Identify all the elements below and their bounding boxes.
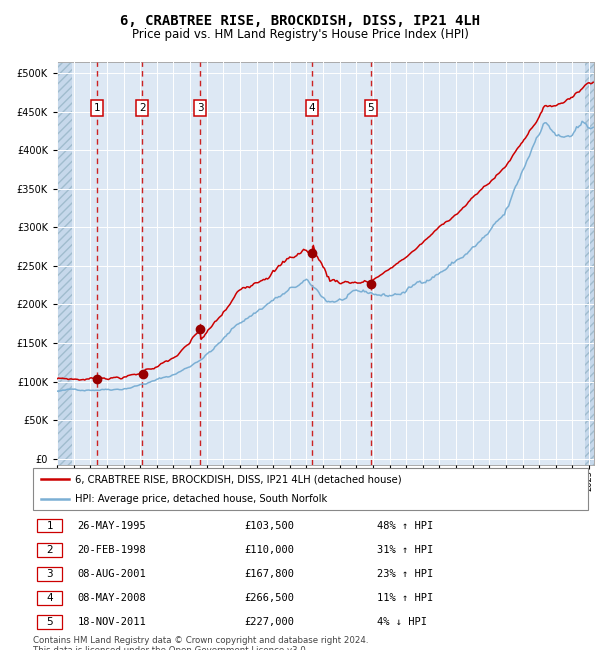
Text: 2: 2 xyxy=(47,545,53,554)
Text: £103,500: £103,500 xyxy=(244,521,294,530)
Text: 6, CRABTREE RISE, BROCKDISH, DISS, IP21 4LH: 6, CRABTREE RISE, BROCKDISH, DISS, IP21 … xyxy=(120,14,480,29)
Text: £110,000: £110,000 xyxy=(244,545,294,554)
Bar xyxy=(37,567,62,580)
Text: 6, CRABTREE RISE, BROCKDISH, DISS, IP21 4LH (detached house): 6, CRABTREE RISE, BROCKDISH, DISS, IP21 … xyxy=(74,474,401,484)
Text: 1: 1 xyxy=(47,521,53,530)
Text: Price paid vs. HM Land Registry's House Price Index (HPI): Price paid vs. HM Land Registry's House … xyxy=(131,28,469,41)
Text: 4% ↓ HPI: 4% ↓ HPI xyxy=(377,617,427,627)
Text: 4: 4 xyxy=(47,593,53,603)
Text: 2: 2 xyxy=(139,103,146,113)
Bar xyxy=(37,543,62,556)
Text: 1: 1 xyxy=(94,103,100,113)
Text: 08-MAY-2008: 08-MAY-2008 xyxy=(77,593,146,603)
Text: 48% ↑ HPI: 48% ↑ HPI xyxy=(377,521,433,530)
Text: 3: 3 xyxy=(197,103,203,113)
Text: 3: 3 xyxy=(47,569,53,578)
Text: 5: 5 xyxy=(368,103,374,113)
Text: 26-MAY-1995: 26-MAY-1995 xyxy=(77,521,146,530)
Bar xyxy=(37,519,62,532)
Text: 4: 4 xyxy=(309,103,316,113)
Text: 08-AUG-2001: 08-AUG-2001 xyxy=(77,569,146,578)
Bar xyxy=(57,62,72,465)
Text: £266,500: £266,500 xyxy=(244,593,294,603)
Bar xyxy=(57,62,72,465)
Bar xyxy=(585,62,595,465)
Bar xyxy=(585,62,595,465)
Bar xyxy=(37,591,62,604)
Text: 31% ↑ HPI: 31% ↑ HPI xyxy=(377,545,433,554)
Bar xyxy=(37,615,62,629)
Text: Contains HM Land Registry data © Crown copyright and database right 2024.
This d: Contains HM Land Registry data © Crown c… xyxy=(33,636,368,650)
Text: 18-NOV-2011: 18-NOV-2011 xyxy=(77,617,146,627)
Text: 5: 5 xyxy=(47,617,53,627)
Text: 20-FEB-1998: 20-FEB-1998 xyxy=(77,545,146,554)
Text: 23% ↑ HPI: 23% ↑ HPI xyxy=(377,569,433,578)
Text: £227,000: £227,000 xyxy=(244,617,294,627)
Text: £167,800: £167,800 xyxy=(244,569,294,578)
Text: HPI: Average price, detached house, South Norfolk: HPI: Average price, detached house, Sout… xyxy=(74,494,327,504)
Text: 11% ↑ HPI: 11% ↑ HPI xyxy=(377,593,433,603)
